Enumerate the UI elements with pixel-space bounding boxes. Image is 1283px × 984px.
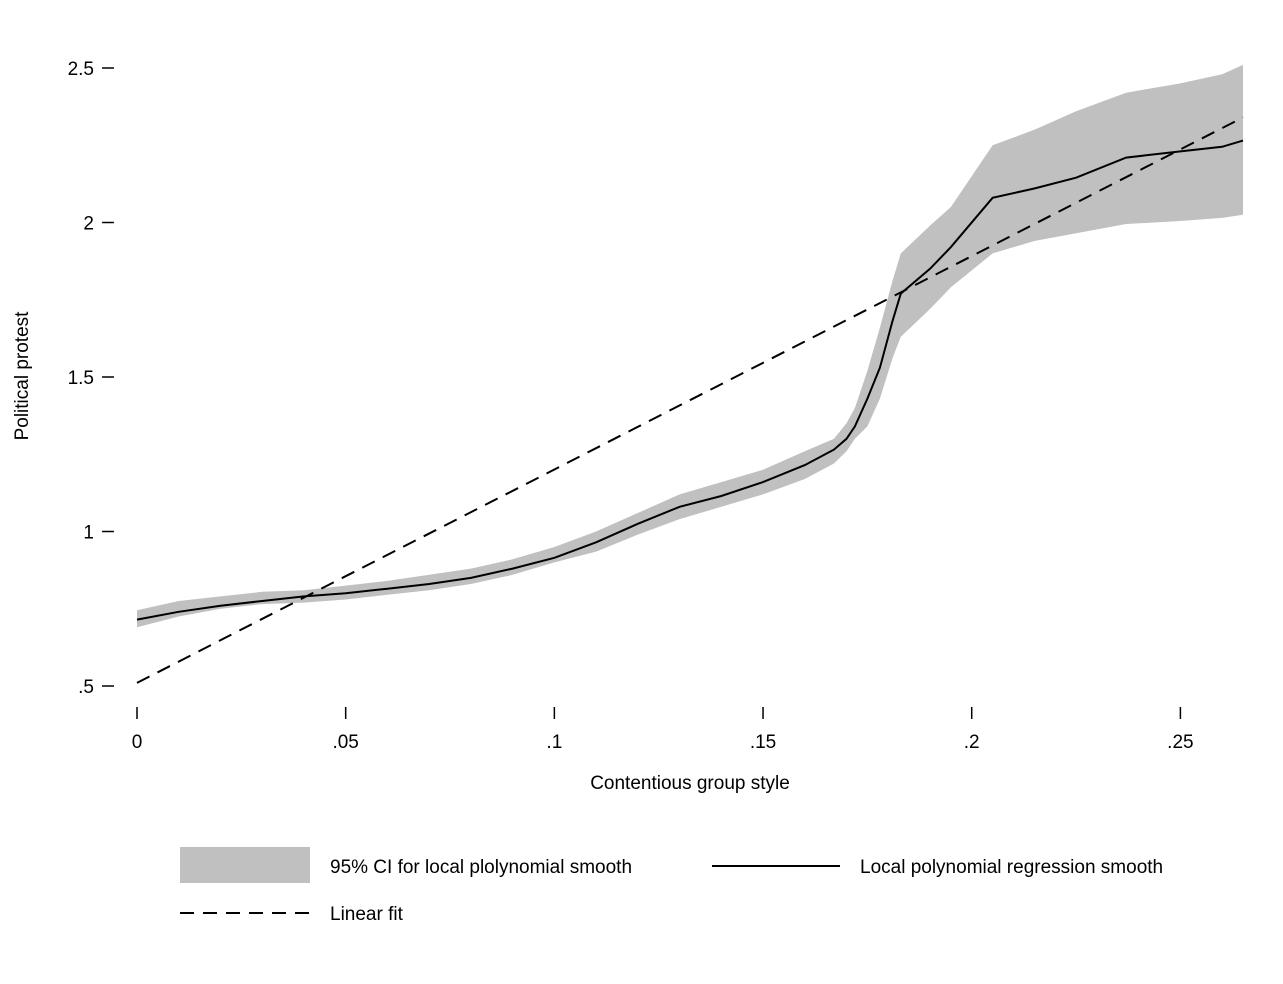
y-tick-label: 1.5	[68, 368, 94, 389]
y-tick-label: 2	[83, 214, 94, 235]
x-tick-label: 0	[132, 732, 143, 753]
y-axis: .5 1 1.5 2 2.5	[68, 59, 114, 698]
legend-label-ci-band: 95% CI for local plolynomial smooth	[330, 857, 632, 878]
x-axis-title: Contentious group style	[590, 773, 790, 794]
y-tick-label: 1	[83, 523, 94, 544]
series-ci-band	[137, 65, 1243, 627]
legend-label-smooth-line: Local polynomial regression smooth	[860, 857, 1163, 878]
legend-swatch-ci-band	[180, 847, 310, 883]
ci-band-layer	[137, 65, 1243, 627]
legend: 95% CI for local plolynomial smooth Loca…	[180, 847, 1163, 925]
x-axis: 0 .05 .1 .15 .2 .25	[132, 707, 1194, 753]
x-tick-label: .25	[1167, 732, 1193, 753]
y-axis-title: Political protest	[12, 311, 33, 441]
x-tick-label: .2	[964, 732, 980, 753]
x-tick-label: .15	[750, 732, 776, 753]
x-tick-label: .05	[332, 732, 358, 753]
y-tick-label: .5	[78, 677, 94, 698]
y-tick-label: 2.5	[68, 59, 94, 80]
legend-label-linear-fit: Linear fit	[330, 904, 404, 925]
x-tick-label: .1	[546, 732, 562, 753]
